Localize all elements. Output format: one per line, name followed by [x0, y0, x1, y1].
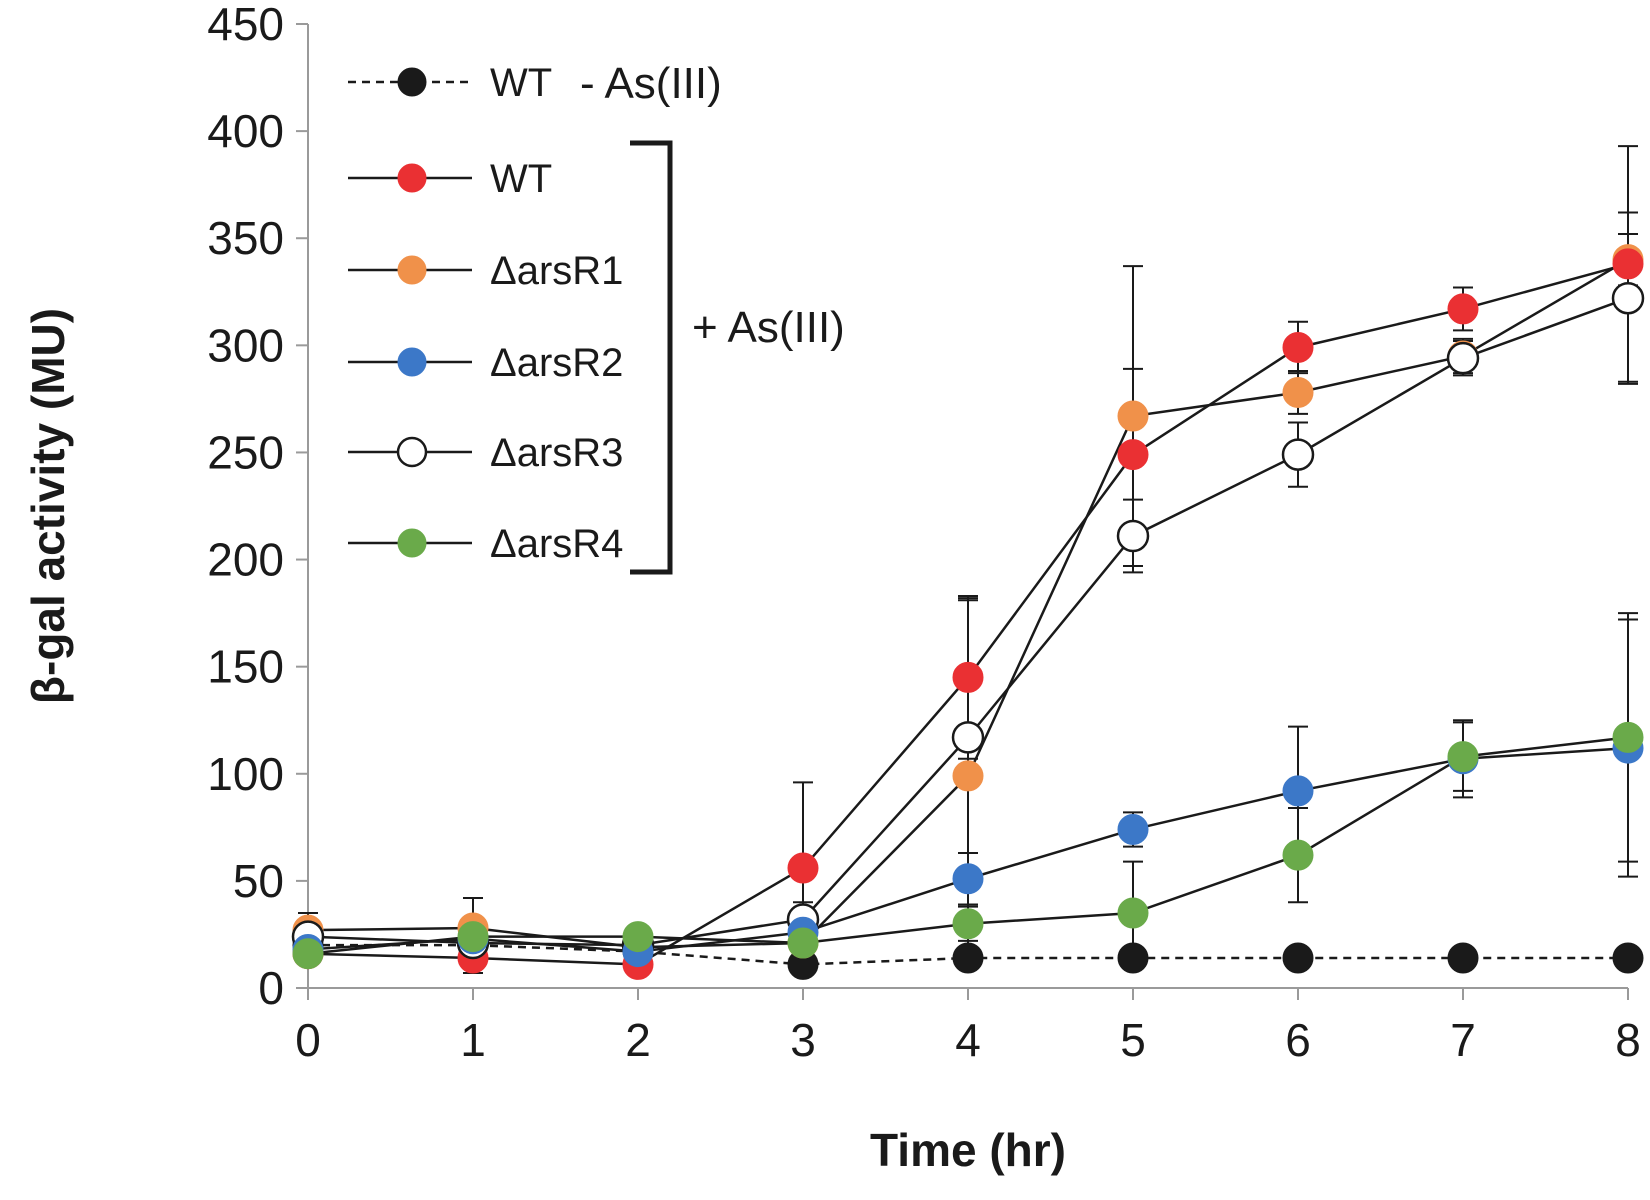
data-point-dR1 [1117, 400, 1149, 432]
legend-label-WT_minus: WT [490, 61, 552, 105]
data-point-dR4 [1117, 897, 1149, 929]
x-tick-label: 5 [1120, 1014, 1146, 1066]
x-tick-label: 7 [1450, 1014, 1476, 1066]
legend-bracket [630, 140, 673, 575]
data-point-WT_plus [1447, 293, 1479, 325]
y-tick-label: 250 [207, 426, 284, 478]
data-point-WT_plus [1282, 331, 1314, 363]
legend-marker-dR4 [397, 528, 427, 558]
y-tick-label: 300 [207, 319, 284, 371]
x-tick-label: 3 [790, 1014, 816, 1066]
legend-label-WT_plus: WT [490, 157, 552, 201]
y-tick-label: 100 [207, 748, 284, 800]
y-axis-title: β-gal activity (MU) [22, 308, 74, 704]
y-tick-label: 0 [258, 962, 284, 1014]
data-point-dR2 [1282, 775, 1314, 807]
legend-label-dR4: ΔarsR4 [490, 522, 623, 566]
legend-marker-WT_minus [397, 67, 427, 97]
data-point-dR3 [1611, 281, 1645, 315]
legend-marker-dR3 [396, 436, 428, 468]
data-point-WT_minus [1447, 942, 1479, 974]
data-point-WT_minus [1282, 942, 1314, 974]
y-tick-label: 200 [207, 534, 284, 586]
x-axis-title: Time (hr) [870, 1124, 1066, 1176]
x-tick-label: 1 [460, 1014, 486, 1066]
data-point-WT_minus [952, 942, 984, 974]
data-point-dR4 [1612, 721, 1644, 753]
x-tick-label: 0 [295, 1014, 321, 1066]
data-point-WT_plus [1117, 439, 1149, 471]
data-point-WT_plus [787, 852, 819, 884]
legend-marker-WT_plus [397, 163, 427, 193]
data-point-dR3 [951, 721, 985, 754]
data-point-dR1 [952, 760, 984, 792]
x-tick-label: 6 [1285, 1014, 1311, 1066]
y-tick-label: 450 [207, 0, 284, 50]
data-point-WT_plus [1612, 248, 1644, 280]
x-tick-label: 8 [1615, 1014, 1641, 1066]
legend-group-label-minus: - As(III) [580, 59, 722, 108]
legend-label-dR1: ΔarsR1 [490, 249, 623, 293]
data-point-dR4 [622, 921, 654, 953]
data-point-dR1 [1282, 376, 1314, 408]
data-point-dR4 [457, 921, 489, 953]
data-point-dR4 [952, 908, 984, 940]
data-point-dR3 [1446, 341, 1480, 375]
data-point-dR4 [292, 938, 324, 970]
legend-marker-dR1 [397, 255, 427, 285]
y-tick-label: 350 [207, 212, 284, 264]
y-tick-label: 400 [207, 105, 284, 157]
data-point-dR2 [1117, 813, 1149, 845]
data-point-dR2 [952, 863, 984, 895]
data-point-dR4 [1447, 741, 1479, 773]
data-point-WT_plus [952, 661, 984, 693]
y-tick-label: 150 [207, 641, 284, 693]
data-point-dR3 [1116, 519, 1150, 553]
legend-marker-dR2 [397, 347, 427, 377]
data-point-dR4 [787, 927, 819, 959]
legend-label-dR3: ΔarsR3 [490, 431, 623, 475]
legend-label-dR2: ΔarsR2 [490, 341, 623, 385]
data-point-WT_minus [1117, 942, 1149, 974]
x-tick-label: 4 [955, 1014, 981, 1066]
data-point-WT_minus [1612, 942, 1644, 974]
y-tick-label: 50 [233, 855, 284, 907]
x-tick-label: 2 [625, 1014, 651, 1066]
data-point-dR4 [1282, 839, 1314, 871]
data-point-dR3 [1281, 438, 1315, 471]
legend-group-label-plus: + As(III) [692, 303, 845, 352]
